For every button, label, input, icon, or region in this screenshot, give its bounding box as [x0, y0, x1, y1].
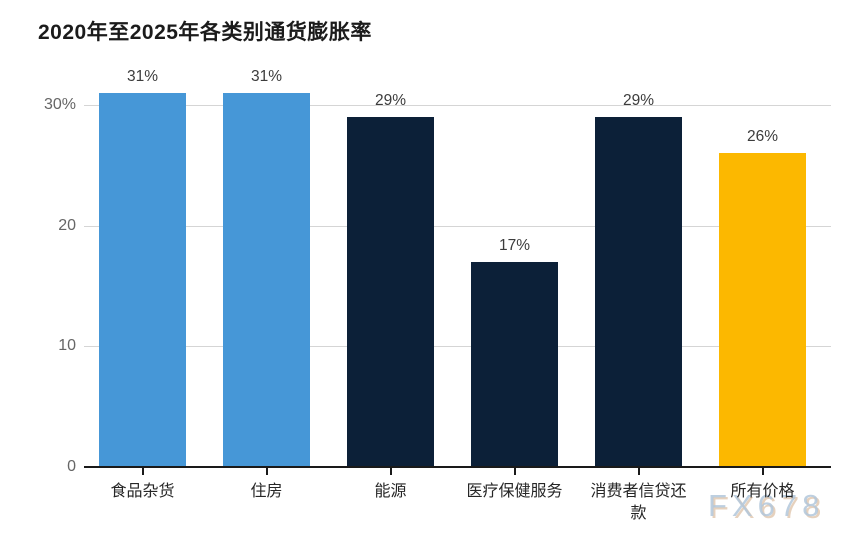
gridline-20	[84, 225, 831, 227]
x-axis-tick-6	[761, 467, 764, 475]
gridline-10	[84, 346, 831, 348]
x-axis-tick-3	[389, 467, 392, 475]
bar-value-label-医疗保健服务: 17%	[498, 236, 531, 254]
x-category-label-能源: 能源	[374, 483, 407, 500]
x-category-label-食品杂货: 食品杂货	[110, 483, 175, 500]
gridline-30	[84, 104, 831, 106]
bar-住房	[223, 92, 310, 467]
y-tick-label-0: 0	[67, 458, 76, 475]
bar-医疗保健服务	[471, 261, 558, 467]
bar-value-label-能源: 29%	[374, 91, 407, 109]
chart-title: 2020年至2025年各类别通货膨胀率	[38, 21, 372, 44]
fx678-watermark: FX678	[708, 488, 825, 523]
x-axis-line	[84, 466, 831, 468]
y-tick-label-20: 20	[58, 216, 76, 234]
bar-食品杂货	[99, 92, 186, 467]
bar-消费者信贷还款	[595, 116, 682, 467]
bar-value-label-食品杂货: 31%	[126, 67, 159, 85]
x-category-label-消费者信贷还款: 消费者信贷还款	[590, 483, 687, 522]
x-category-label-医疗保健服务: 医疗保健服务	[466, 483, 563, 500]
x-axis-tick-2	[265, 467, 268, 475]
bar-value-label-消费者信贷还款: 29%	[622, 91, 655, 109]
bar-能源	[347, 116, 434, 467]
x-axis-tick-5	[637, 467, 640, 475]
x-axis-tick-4	[513, 467, 516, 475]
x-category-label-所有价格: 所有价格	[730, 483, 795, 500]
y-tick-label-10: 10	[58, 337, 76, 355]
x-axis-tick-1	[141, 467, 144, 475]
bar-所有价格	[719, 153, 806, 467]
x-category-label-住房: 住房	[250, 483, 283, 500]
bar-value-label-所有价格: 26%	[746, 128, 779, 146]
y-tick-label-30: 30%	[43, 95, 76, 113]
bar-value-label-住房: 31%	[250, 67, 283, 85]
